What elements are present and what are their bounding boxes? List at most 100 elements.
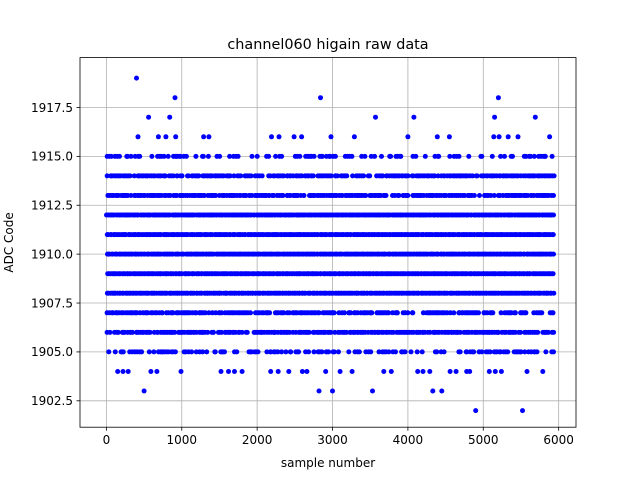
data-point bbox=[491, 193, 497, 198]
data-point bbox=[231, 173, 237, 179]
data-point bbox=[149, 153, 155, 159]
data-point bbox=[498, 369, 504, 374]
data-point bbox=[410, 310, 416, 316]
data-point bbox=[550, 310, 556, 316]
data-point bbox=[279, 153, 285, 159]
data-point bbox=[348, 310, 354, 316]
data-point bbox=[141, 388, 147, 394]
data-point bbox=[248, 310, 253, 316]
data-point bbox=[447, 369, 453, 374]
data-point bbox=[464, 349, 470, 355]
data-point bbox=[206, 310, 212, 316]
data-point bbox=[495, 329, 501, 335]
data-point bbox=[104, 173, 110, 179]
data-point bbox=[427, 329, 433, 335]
data-point bbox=[405, 310, 411, 316]
data-point bbox=[200, 153, 206, 159]
data-point bbox=[547, 134, 553, 140]
data-point bbox=[370, 388, 375, 394]
y-tick-label: 1902.5 bbox=[31, 394, 73, 408]
data-point bbox=[446, 134, 452, 140]
data-point bbox=[117, 153, 122, 159]
data-point bbox=[373, 114, 378, 120]
data-point bbox=[211, 329, 216, 335]
data-point bbox=[486, 369, 492, 374]
data-point bbox=[535, 329, 541, 335]
data-point bbox=[492, 114, 498, 120]
data-point bbox=[218, 369, 224, 374]
data-point bbox=[120, 369, 126, 374]
data-point bbox=[453, 369, 459, 374]
data-point bbox=[551, 193, 556, 198]
data-point bbox=[331, 349, 337, 355]
data-point bbox=[155, 134, 161, 140]
data-point bbox=[436, 153, 442, 159]
data-point bbox=[139, 349, 145, 355]
data-point bbox=[173, 134, 179, 140]
data-point bbox=[296, 349, 302, 355]
data-point bbox=[367, 173, 373, 179]
data-point bbox=[239, 329, 245, 335]
data-point bbox=[386, 349, 392, 355]
data-point bbox=[434, 349, 440, 355]
data-point bbox=[304, 369, 310, 374]
data-point bbox=[362, 153, 368, 159]
data-point bbox=[319, 153, 325, 159]
data-point bbox=[134, 75, 139, 81]
data-point bbox=[318, 95, 323, 101]
data-point bbox=[200, 349, 206, 355]
data-point bbox=[386, 310, 391, 316]
data-point bbox=[408, 349, 414, 355]
data-point bbox=[297, 153, 303, 159]
data-point bbox=[115, 329, 121, 335]
data-point bbox=[328, 329, 334, 335]
data-point bbox=[349, 153, 355, 159]
data-point bbox=[427, 369, 433, 374]
data-point bbox=[471, 193, 477, 198]
data-point bbox=[467, 369, 473, 374]
data-point bbox=[235, 153, 241, 159]
data-point bbox=[172, 349, 178, 355]
data-point bbox=[518, 349, 524, 355]
data-point bbox=[286, 369, 292, 374]
data-point bbox=[267, 310, 273, 316]
data-point bbox=[178, 369, 184, 374]
data-point bbox=[473, 408, 479, 414]
data-point bbox=[344, 173, 350, 179]
data-point bbox=[383, 193, 389, 198]
data-point bbox=[520, 408, 525, 414]
data-point bbox=[326, 349, 332, 355]
data-point bbox=[172, 329, 178, 335]
data-point bbox=[491, 134, 497, 140]
data-point bbox=[420, 369, 426, 374]
data-point bbox=[205, 153, 211, 159]
data-point bbox=[505, 349, 511, 355]
data-point bbox=[422, 153, 428, 159]
data-point bbox=[286, 310, 292, 316]
data-point bbox=[165, 153, 171, 159]
data-point bbox=[239, 369, 245, 374]
data-point bbox=[202, 310, 208, 316]
data-point bbox=[379, 153, 384, 159]
data-point bbox=[346, 349, 352, 355]
data-point bbox=[479, 349, 485, 355]
data-point bbox=[283, 349, 289, 355]
x-tick-label: 5000 bbox=[468, 433, 499, 447]
data-point bbox=[476, 310, 481, 316]
data-point bbox=[186, 173, 191, 179]
data-point bbox=[219, 310, 225, 316]
data-point bbox=[135, 134, 141, 140]
data-point bbox=[170, 310, 176, 316]
data-point bbox=[534, 349, 540, 355]
data-point bbox=[280, 193, 286, 198]
data-point bbox=[112, 349, 118, 355]
data-point bbox=[151, 349, 157, 355]
y-tick-label: 1915.0 bbox=[31, 150, 73, 164]
data-point bbox=[470, 173, 475, 179]
data-point bbox=[193, 153, 199, 159]
chart-title: channel060 higain raw data bbox=[227, 37, 428, 53]
data-point bbox=[213, 193, 219, 198]
data-point bbox=[248, 173, 254, 179]
data-point bbox=[432, 173, 438, 179]
